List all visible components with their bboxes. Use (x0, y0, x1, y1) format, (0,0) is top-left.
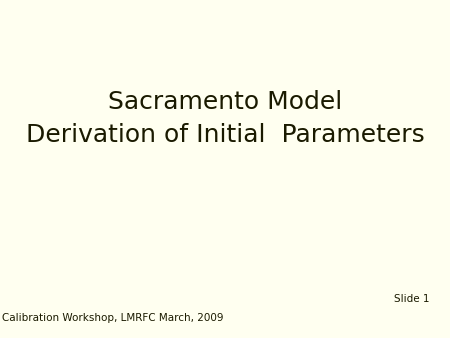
Text: Sacramento Model
Derivation of Initial  Parameters: Sacramento Model Derivation of Initial P… (26, 90, 424, 147)
Text: NWS Calibration Workshop, LMRFC March, 2009: NWS Calibration Workshop, LMRFC March, 2… (0, 313, 224, 323)
Text: Slide 1: Slide 1 (394, 294, 430, 304)
